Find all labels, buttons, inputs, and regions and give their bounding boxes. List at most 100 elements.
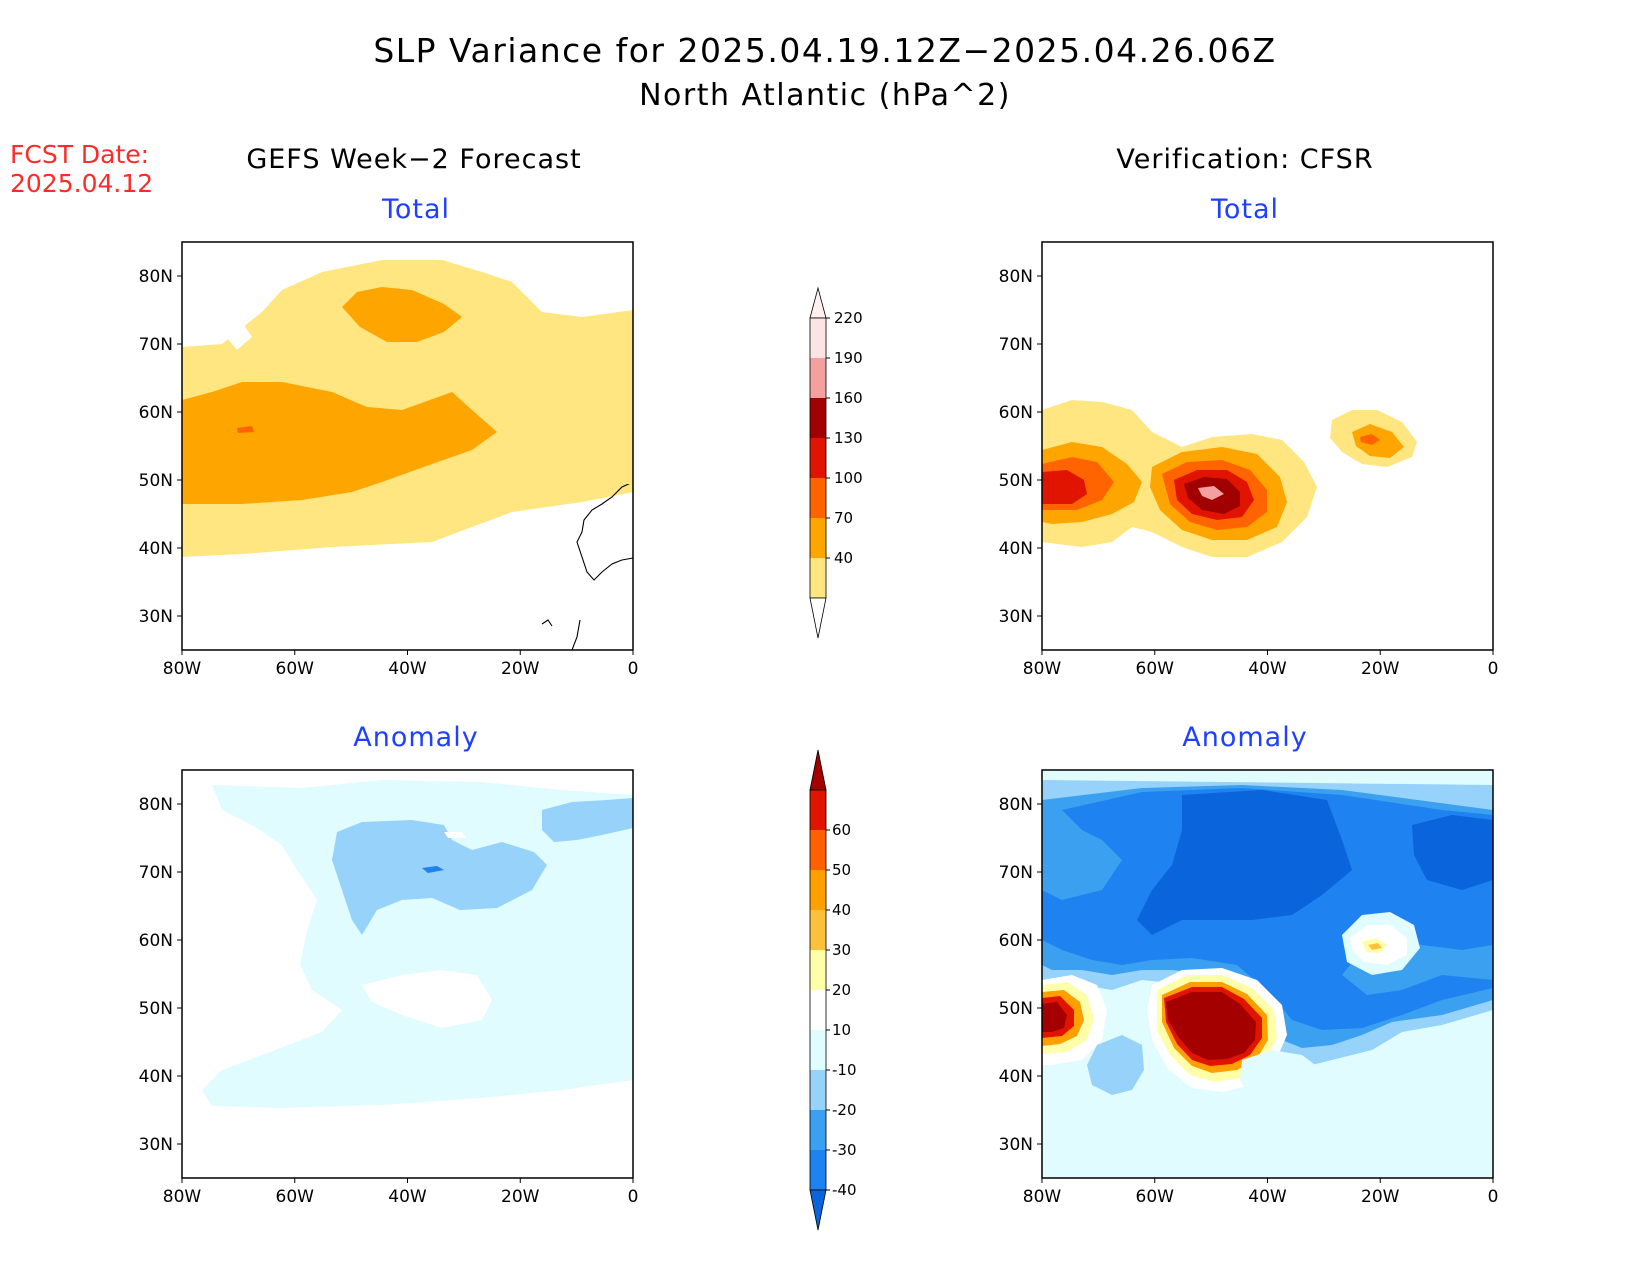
lat-tick-label: 50N bbox=[999, 471, 1033, 491]
lat-tick-label: 30N bbox=[139, 1135, 173, 1155]
panel-title-verification-total: Total bbox=[1210, 194, 1279, 225]
figure-title-line2: North Atlantic (hPa^2) bbox=[639, 78, 1011, 113]
colorbar-tick-label: -20 bbox=[832, 1101, 857, 1119]
lat-tick-label: 70N bbox=[999, 335, 1033, 355]
lon-tick-label: 60W bbox=[276, 1187, 315, 1207]
colorbar-tick-label: 60 bbox=[832, 821, 851, 839]
colorbar-tick-label: 20 bbox=[832, 981, 851, 999]
colorbar-upper-arrow bbox=[809, 749, 827, 791]
lon-tick-label: 80W bbox=[1023, 1187, 1062, 1207]
colorbar-segment bbox=[810, 1070, 826, 1110]
fcst-date-label: FCST Date: bbox=[10, 140, 149, 169]
lat-tick-label: 60N bbox=[139, 403, 173, 423]
lon-tick-label: 60W bbox=[1136, 1187, 1175, 1207]
colorbar-segment bbox=[810, 1030, 826, 1070]
lat-tick-label: 80N bbox=[139, 267, 173, 287]
lat-tick-label: 60N bbox=[139, 931, 173, 951]
lat-tick-label: 60N bbox=[999, 403, 1033, 423]
colorbar-tick-label: -10 bbox=[832, 1061, 857, 1079]
colorbar-segment bbox=[810, 478, 826, 518]
colorbar-segment bbox=[810, 870, 826, 910]
lon-tick-label: 20W bbox=[501, 1187, 540, 1207]
lon-tick-label: 60W bbox=[1136, 659, 1175, 679]
map-panel-verification-anomaly bbox=[1041, 769, 1494, 1179]
lat-tick-label: 70N bbox=[139, 335, 173, 355]
colorbar-tick-label: 100 bbox=[834, 469, 863, 487]
colorbar-upper-arrow bbox=[809, 286, 827, 319]
lon-tick-label: 0 bbox=[628, 1187, 639, 1207]
colorbar-tick-label: 220 bbox=[834, 309, 863, 327]
colorbar-segment bbox=[810, 950, 826, 990]
map-panel-forecast-anomaly bbox=[181, 769, 634, 1179]
panel-title-verification-anomaly: Anomaly bbox=[1182, 722, 1307, 753]
lat-tick-label: 80N bbox=[999, 267, 1033, 287]
colorbar-anomaly: -40 -30 -20 -10 10 20 30 40 50 60 bbox=[809, 749, 857, 1231]
colorbar-segment bbox=[810, 830, 826, 870]
panel-title-forecast-anomaly: Anomaly bbox=[353, 722, 478, 753]
colorbar-segment bbox=[810, 1150, 826, 1190]
lon-tick-label: 60W bbox=[276, 659, 315, 679]
map-panel-forecast-total bbox=[181, 241, 634, 651]
lon-tick-label: 80W bbox=[163, 1187, 202, 1207]
lon-tick-label: 40W bbox=[388, 659, 427, 679]
lat-tick-label: 30N bbox=[139, 607, 173, 627]
shading-forecast-anomaly bbox=[202, 780, 633, 1108]
lat-tick-label: 30N bbox=[999, 607, 1033, 627]
lon-tick-label: 80W bbox=[163, 659, 202, 679]
axis-labels: 80W 60W 40W 20W 0 30N 40N 50N 60N 70N 80N 80W 60W 40W… bbox=[139, 267, 1499, 1207]
lat-tick-label: 70N bbox=[139, 863, 173, 883]
column-title-verification: Verification: CFSR bbox=[1116, 144, 1373, 175]
colorbar-segment bbox=[810, 558, 826, 598]
lat-tick-label: 40N bbox=[139, 539, 173, 559]
colorbar-tick-label: 160 bbox=[834, 389, 863, 407]
lon-tick-label: 20W bbox=[1361, 659, 1400, 679]
colorbar-tick-label: 40 bbox=[832, 901, 851, 919]
lon-tick-label: 40W bbox=[388, 1187, 427, 1207]
colorbar-tick-label: 50 bbox=[832, 861, 851, 879]
lon-tick-label: 0 bbox=[628, 659, 639, 679]
lon-tick-label: 20W bbox=[1361, 1187, 1400, 1207]
lon-tick-label: 0 bbox=[1488, 1187, 1499, 1207]
colorbar-tick-label: -40 bbox=[832, 1181, 857, 1199]
colorbar-tick-label: 190 bbox=[834, 349, 863, 367]
lat-tick-label: 40N bbox=[999, 1067, 1033, 1087]
map-panel-verification-total bbox=[1041, 241, 1494, 651]
lon-tick-label: 80W bbox=[1023, 659, 1062, 679]
lat-tick-label: 30N bbox=[999, 1135, 1033, 1155]
colorbar-segment bbox=[810, 990, 826, 1030]
lat-tick-label: 50N bbox=[139, 999, 173, 1019]
fcst-date-value: 2025.04.12 bbox=[10, 169, 153, 198]
lon-tick-label: 40W bbox=[1248, 1187, 1287, 1207]
colorbar-tick-label: 130 bbox=[834, 429, 863, 447]
colorbar-tick-label: 70 bbox=[834, 509, 853, 527]
colorbar-segment bbox=[810, 518, 826, 558]
colorbar-segment bbox=[810, 910, 826, 950]
colorbar-total: 40 70 100 130 160 190 220 bbox=[809, 286, 863, 639]
lat-tick-label: 50N bbox=[999, 999, 1033, 1019]
colorbar-tick-label: 30 bbox=[832, 941, 851, 959]
lon-tick-label: 20W bbox=[501, 659, 540, 679]
lon-tick-label: 0 bbox=[1488, 659, 1499, 679]
lat-tick-label: 70N bbox=[999, 863, 1033, 883]
panel-title-forecast-total: Total bbox=[381, 194, 450, 225]
colorbar-segment bbox=[810, 398, 826, 438]
colorbar-segment bbox=[810, 438, 826, 478]
colorbar-segment bbox=[810, 358, 826, 398]
colorbar-segment bbox=[810, 318, 826, 358]
colorbar-lower-arrow bbox=[809, 597, 827, 639]
shading-verification-anomaly bbox=[1042, 780, 1493, 1105]
colorbar-tick-label: -30 bbox=[832, 1141, 857, 1159]
lon-tick-label: 40W bbox=[1248, 659, 1287, 679]
colorbar-tick-label: 40 bbox=[834, 549, 853, 567]
lat-tick-label: 60N bbox=[999, 931, 1033, 951]
colorbar-tick-label: 10 bbox=[832, 1021, 851, 1039]
colorbar-segment bbox=[810, 790, 826, 830]
lat-tick-label: 50N bbox=[139, 471, 173, 491]
shading-forecast-total bbox=[182, 260, 633, 557]
column-title-forecast: GEFS Week−2 Forecast bbox=[246, 144, 581, 175]
lat-tick-label: 40N bbox=[999, 539, 1033, 559]
lat-tick-label: 40N bbox=[139, 1067, 173, 1087]
colorbar-lower-arrow bbox=[809, 1189, 827, 1231]
shading-verification-total bbox=[1042, 400, 1417, 557]
